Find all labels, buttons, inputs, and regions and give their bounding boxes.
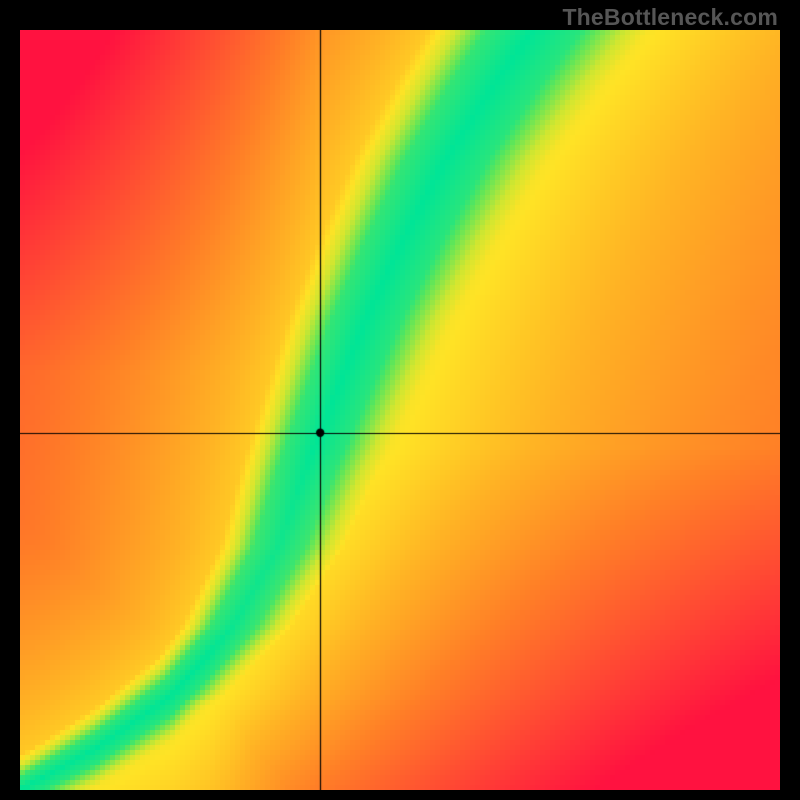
bottleneck-heatmap: [20, 30, 780, 790]
source-watermark: TheBottleneck.com: [562, 4, 778, 31]
chart-container: TheBottleneck.com: [0, 0, 800, 800]
